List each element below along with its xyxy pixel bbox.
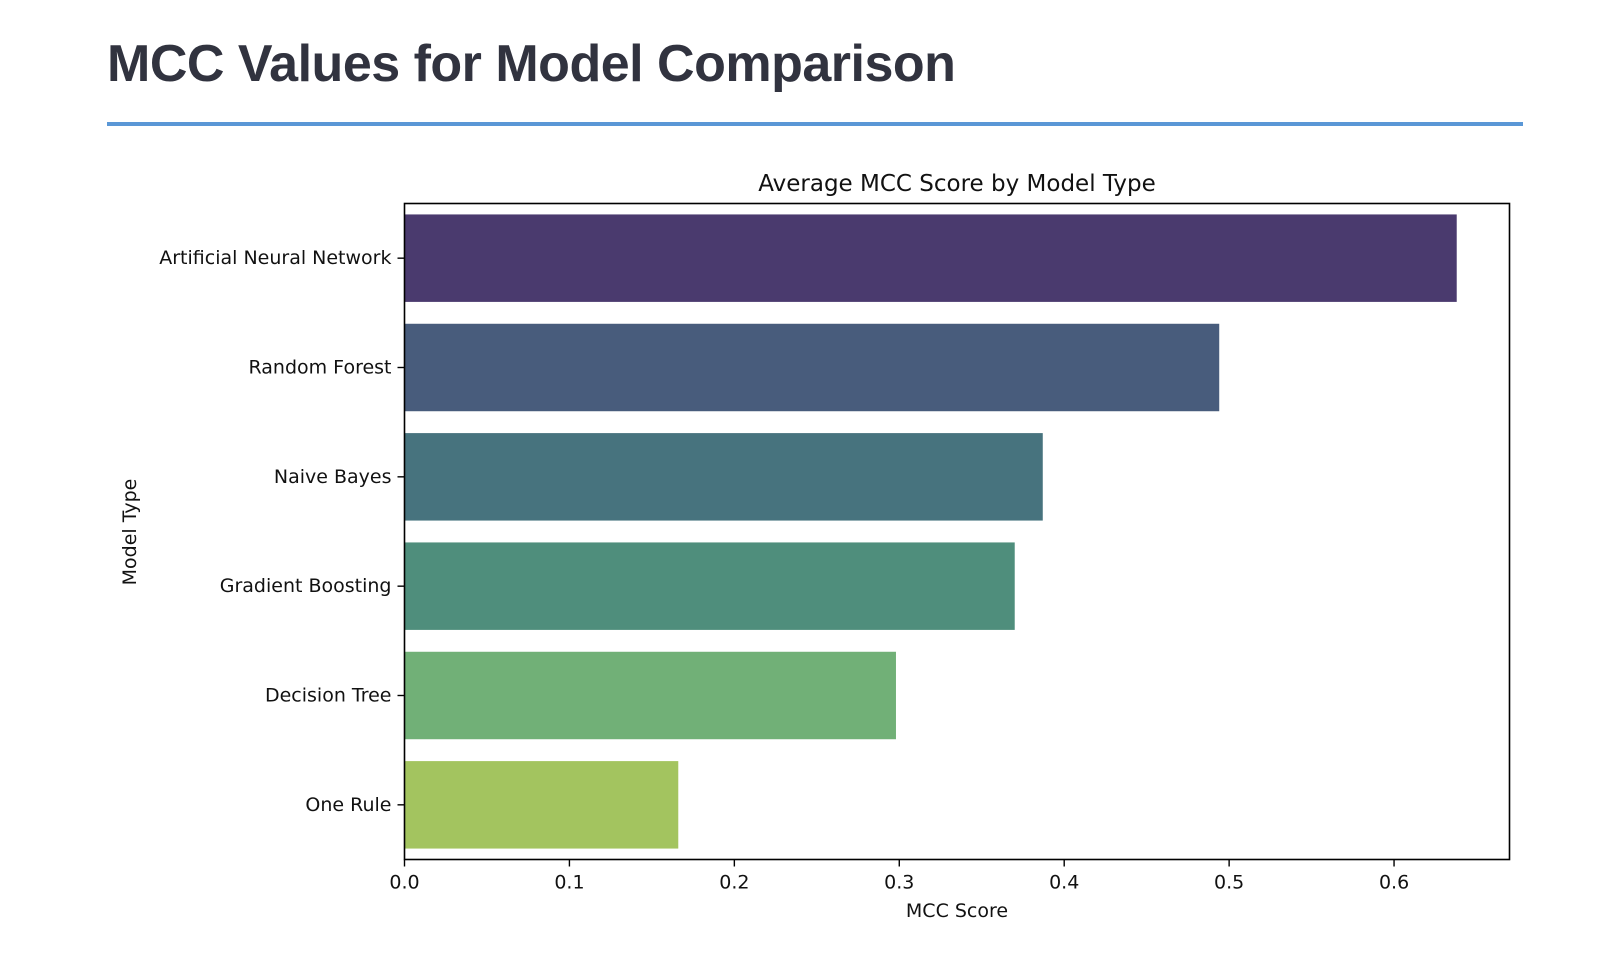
y-tick-label: Random Forest bbox=[248, 357, 391, 379]
x-tick-label: 0.0 bbox=[389, 872, 419, 894]
y-axis-label: Model Type bbox=[119, 479, 141, 586]
x-tick-label: 0.3 bbox=[884, 872, 914, 894]
bars-layer bbox=[404, 214, 1457, 849]
bar-decision-tree bbox=[404, 651, 896, 740]
chart-title: Average MCC Score by Model Type bbox=[758, 171, 1155, 197]
x-axis-ticks: 0.0 0.1 0.2 0.3 0.4 0.5 0.6 bbox=[389, 859, 1409, 894]
y-tick-label: Naive Bayes bbox=[274, 466, 392, 488]
y-tick-label: Decision Tree bbox=[265, 685, 392, 707]
bar-gradient-boosting bbox=[404, 542, 1015, 630]
bar-one-rule bbox=[404, 761, 679, 849]
x-tick-label: 0.5 bbox=[1214, 872, 1244, 894]
title-divider bbox=[107, 122, 1523, 126]
x-tick-label: 0.4 bbox=[1049, 872, 1079, 894]
bar-random-forest bbox=[404, 323, 1220, 412]
x-tick-label: 0.1 bbox=[554, 872, 584, 894]
x-tick-label: 0.2 bbox=[719, 872, 749, 894]
x-tick-label: 0.6 bbox=[1379, 872, 1409, 894]
y-tick-label: Gradient Boosting bbox=[220, 575, 392, 597]
y-axis-ticks: Artificial Neural Network Random Forest Na… bbox=[159, 247, 405, 816]
bar-artificial-neural-network bbox=[404, 214, 1457, 302]
plot-area-frame bbox=[403, 202, 1511, 861]
page-title: MCC Values for Model Comparison bbox=[107, 35, 956, 93]
x-axis-label: MCC Score bbox=[906, 900, 1008, 922]
y-tick-label: One Rule bbox=[305, 794, 391, 816]
bar-naive-bayes bbox=[404, 433, 1043, 521]
y-tick-label: Artificial Neural Network bbox=[159, 247, 391, 269]
